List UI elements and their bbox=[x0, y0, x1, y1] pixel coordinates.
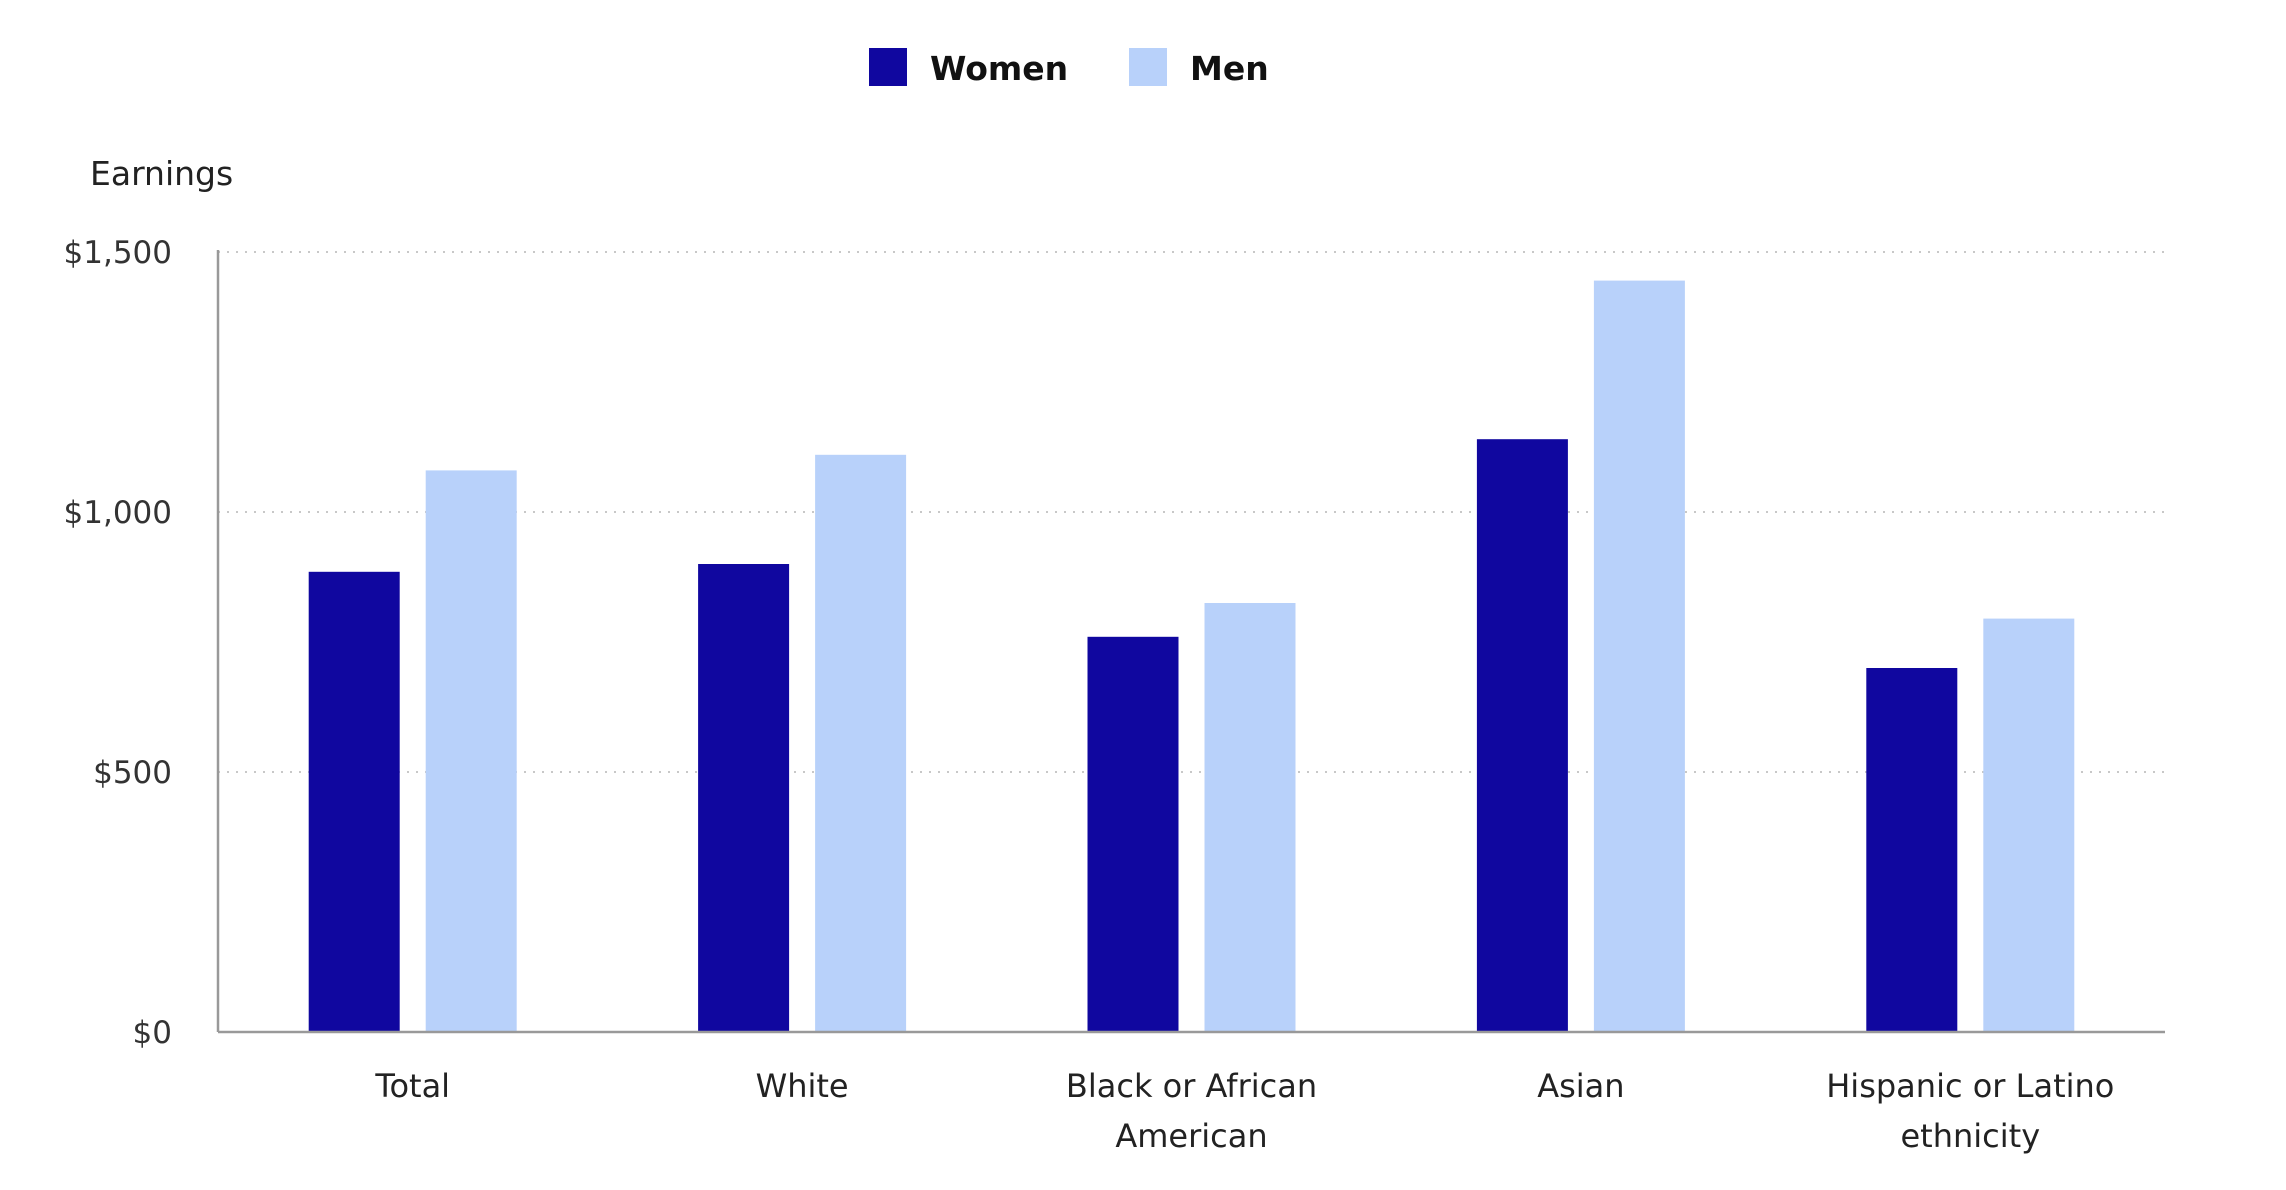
legend-item-men: Men bbox=[1129, 48, 1269, 88]
x-tick-label: Black or African American bbox=[1066, 1067, 1317, 1155]
bar-men bbox=[1593, 280, 1685, 1033]
y-tick-label: $500 bbox=[93, 755, 172, 791]
x-tick-label: Asian bbox=[1537, 1067, 1624, 1105]
legend-label: Men bbox=[1190, 49, 1269, 88]
x-tick-label: Hispanic or Latino ethnicity bbox=[1826, 1067, 2114, 1155]
bar-women bbox=[308, 571, 400, 1032]
legend: Women Men bbox=[869, 48, 1269, 88]
legend-label: Women bbox=[930, 49, 1068, 88]
y-tick-label: $1,500 bbox=[64, 235, 172, 271]
gridlines bbox=[218, 251, 2165, 773]
bar-men bbox=[1204, 603, 1296, 1032]
x-tick-label: White bbox=[756, 1067, 849, 1105]
bar-men bbox=[425, 470, 517, 1032]
bar-women bbox=[1476, 439, 1568, 1032]
axes bbox=[216, 250, 2165, 1034]
legend-swatch bbox=[1129, 48, 1167, 86]
y-axis-ticks: $0 $500 $1,000 $1,500 bbox=[64, 235, 172, 1051]
y-axis-title: Earnings bbox=[90, 154, 233, 193]
bars bbox=[308, 280, 2075, 1033]
y-tick-label: $0 bbox=[133, 1015, 172, 1051]
legend-swatch bbox=[869, 48, 907, 86]
bar-women bbox=[1087, 636, 1179, 1032]
x-axis-ticks: Total White Black or African American Asian H… bbox=[374, 1067, 2114, 1155]
bar-women bbox=[1866, 668, 1958, 1032]
y-tick-label: $1,000 bbox=[64, 495, 172, 531]
legend-item-women: Women bbox=[869, 48, 1068, 88]
bar-men bbox=[815, 454, 907, 1032]
bar-women bbox=[698, 564, 790, 1032]
x-tick-label: Total bbox=[374, 1067, 450, 1105]
bar-men bbox=[1983, 618, 2075, 1032]
